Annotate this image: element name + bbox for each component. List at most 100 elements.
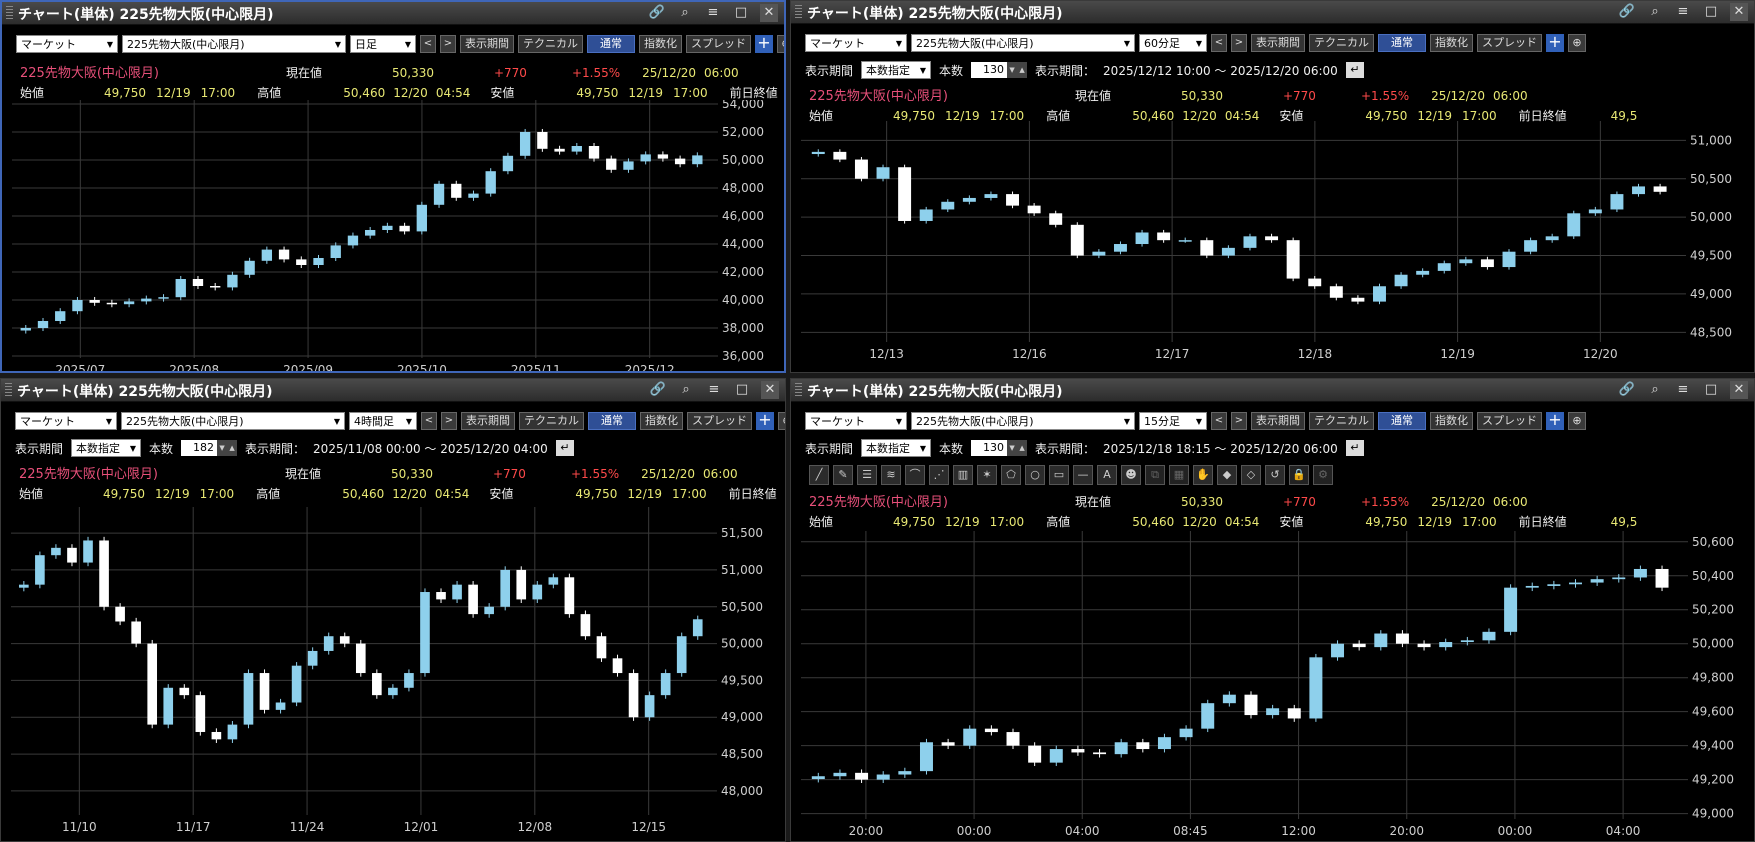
chart-panel-15min[interactable]: チャート(単体) 225先物大阪(中心限月) 🔗 ⌕ ≡ □ ✕ マーケット ▼ 225先物大阪… [790, 378, 1755, 842]
normal-button[interactable]: 通常 [588, 412, 636, 430]
close-icon[interactable]: ✕ [761, 381, 779, 399]
next-button[interactable]: > [1231, 412, 1247, 430]
count-mode-select[interactable]: 本数指定 ▼ [861, 439, 932, 457]
count-input[interactable]: 130 [971, 62, 1008, 78]
market-select[interactable]: マーケット ▼ [16, 35, 118, 53]
spin-up-icon[interactable]: ▲ [227, 440, 238, 456]
timeframe-select[interactable]: 日足 ▼ [350, 35, 416, 53]
chart-panel-daily[interactable]: チャート(単体) 225先物大阪(中心限月) 🔗 ⌕ ≡ □ ✕ マーケット ▼ 225先物大阪… [0, 0, 786, 373]
spread-button[interactable]: スプレッド [687, 412, 752, 430]
settings-icon[interactable]: ⚙ [1313, 465, 1333, 485]
title-bar[interactable]: チャート(単体) 225先物大阪(中心限月) 🔗 ⌕ ≡ □ ✕ [791, 379, 1754, 402]
close-icon[interactable]: ✕ [1730, 381, 1748, 399]
eraser-all-icon[interactable]: ◇ [1241, 465, 1261, 485]
hand-icon[interactable]: ✋ [1193, 465, 1213, 485]
drag-grip-icon[interactable] [795, 383, 802, 397]
symbol-select[interactable]: 225先物大阪(中心限月) ▼ [911, 412, 1135, 430]
prev-button[interactable]: < [420, 35, 436, 53]
menu-icon[interactable]: ≡ [1677, 4, 1689, 19]
add-icon[interactable]: + [755, 35, 773, 53]
candlestick-chart[interactable]: 51,500 51,000 50,500 50,000 49,500 49,000 48,5… [3, 507, 785, 839]
icon-icon[interactable]: ☻ [1121, 465, 1141, 485]
return-icon[interactable]: ↵ [1345, 62, 1364, 78]
gann-icon[interactable]: ▥ [953, 465, 973, 485]
count-mode-select[interactable]: 本数指定 ▼ [861, 61, 932, 79]
link-icon[interactable]: 🔗 [1618, 382, 1636, 397]
search-icon[interactable]: ⌕ [1651, 382, 1659, 397]
period-button[interactable]: 表示期間 [461, 412, 515, 430]
close-icon[interactable]: ✕ [760, 4, 778, 22]
technical-button[interactable]: テクニカル [1309, 412, 1374, 430]
zoom-in-icon[interactable]: ⊕ [1568, 34, 1586, 52]
period-button[interactable]: 表示期間 [1251, 412, 1305, 430]
maximize-icon[interactable]: □ [734, 5, 748, 20]
candlestick-chart[interactable]: 51,000 50,500 50,000 49,500 49,000 48,500 12/1… [793, 121, 1754, 370]
prev-button[interactable]: < [1211, 412, 1227, 430]
text-icon[interactable]: A [1097, 465, 1117, 485]
link-icon[interactable]: 🔗 [1618, 4, 1636, 19]
title-bar[interactable]: チャート(単体) 225先物大阪(中心限月) 🔗 ⌕ ≡ □ ✕ [2, 2, 784, 25]
trend-line-icon[interactable]: ╱ [809, 465, 829, 485]
normal-button[interactable]: 通常 [1378, 412, 1426, 430]
market-select[interactable]: マーケット ▼ [15, 412, 117, 430]
candlestick-chart[interactable]: 50,600 50,400 50,200 50,000 49,800 49,600 49,4… [793, 531, 1754, 839]
ruler-icon[interactable]: ✎ [833, 465, 853, 485]
period-button[interactable]: 表示期間 [460, 35, 514, 53]
lock-icon[interactable]: 🔒 [1289, 465, 1309, 485]
next-button[interactable]: > [1231, 34, 1247, 52]
spin-down-icon[interactable]: ▼ [217, 440, 228, 456]
menu-icon[interactable]: ≡ [708, 382, 720, 397]
normal-button[interactable]: 通常 [1378, 34, 1426, 52]
index-button[interactable]: 指数化 [639, 35, 682, 53]
title-bar[interactable]: チャート(単体) 225先物大阪(中心限月) 🔗 ⌕ ≡ □ ✕ [1, 379, 785, 402]
rectangle-icon[interactable]: ▭ [1049, 465, 1069, 485]
title-bar[interactable]: チャート(単体) 225先物大阪(中心限月) 🔗 ⌕ ≡ □ ✕ [791, 1, 1754, 24]
market-select[interactable]: マーケット ▼ [805, 34, 907, 52]
maximize-icon[interactable]: □ [735, 382, 749, 397]
spin-down-icon[interactable]: ▼ [1007, 440, 1018, 456]
return-icon[interactable]: ↵ [555, 440, 574, 456]
symbol-select[interactable]: 225先物大阪(中心限月) ▼ [121, 412, 345, 430]
return-icon[interactable]: ↵ [1345, 440, 1364, 456]
technical-button[interactable]: テクニカル [1309, 34, 1374, 52]
candlestick-chart[interactable]: 54,000 52,000 50,000 48,000 46,000 44,000 42,0… [4, 100, 786, 371]
count-input[interactable]: 130 [971, 440, 1008, 456]
timeframe-select[interactable]: 15分足 ▼ [1139, 412, 1207, 430]
fan-icon[interactable]: ⋰ [929, 465, 949, 485]
symbol-select[interactable]: 225先物大阪(中心限月) ▼ [122, 35, 346, 53]
search-icon[interactable]: ⌕ [1651, 4, 1659, 19]
horizontal-lines-icon[interactable]: ☰ [857, 465, 877, 485]
horizontal-line-icon[interactable]: — [1073, 465, 1093, 485]
chart-panel-60min[interactable]: チャート(単体) 225先物大阪(中心限月) 🔗 ⌕ ≡ □ ✕ マーケット ▼ 225先物大阪… [790, 0, 1755, 373]
normal-button[interactable]: 通常 [587, 35, 635, 53]
copy-icon[interactable]: ⧉ [1145, 465, 1165, 485]
link-icon[interactable]: 🔗 [648, 5, 666, 20]
spread-button[interactable]: スプレッド [686, 35, 751, 53]
spin-up-icon[interactable]: ▲ [1017, 440, 1028, 456]
link-icon[interactable]: 🔗 [649, 382, 667, 397]
drag-grip-icon[interactable] [795, 5, 802, 19]
grid-icon[interactable]: ▦ [1169, 465, 1189, 485]
maximize-icon[interactable]: □ [1704, 4, 1718, 19]
undo-icon[interactable]: ↺ [1265, 465, 1285, 485]
spread-button[interactable]: スプレッド [1477, 34, 1542, 52]
chart-panel-4h[interactable]: チャート(単体) 225先物大阪(中心限月) 🔗 ⌕ ≡ □ ✕ マーケット ▼ 225先物大阪… [0, 378, 786, 842]
timeframe-select[interactable]: 60分足 ▼ [1139, 34, 1207, 52]
count-input[interactable]: 182 [181, 440, 218, 456]
add-icon[interactable]: + [756, 412, 774, 430]
add-icon[interactable]: + [1546, 412, 1564, 430]
spread-button[interactable]: スプレッド [1477, 412, 1542, 430]
timeframe-select[interactable]: 4時間足 ▼ [349, 412, 417, 430]
spin-down-icon[interactable]: ▼ [1007, 62, 1018, 78]
arc-icon[interactable]: ⌒ [905, 465, 925, 485]
zoom-in-icon[interactable]: ⊕ [1568, 412, 1586, 430]
count-mode-select[interactable]: 本数指定 ▼ [71, 439, 142, 457]
channel-icon[interactable]: ✶ [977, 465, 997, 485]
search-icon[interactable]: ⌕ [681, 5, 689, 20]
search-icon[interactable]: ⌕ [682, 382, 690, 397]
prev-button[interactable]: < [421, 412, 437, 430]
polygon-icon[interactable]: ⬠ [1001, 465, 1021, 485]
maximize-icon[interactable]: □ [1704, 382, 1718, 397]
symbol-select[interactable]: 225先物大阪(中心限月) ▼ [911, 34, 1135, 52]
fibonacci-icon[interactable]: ≋ [881, 465, 901, 485]
